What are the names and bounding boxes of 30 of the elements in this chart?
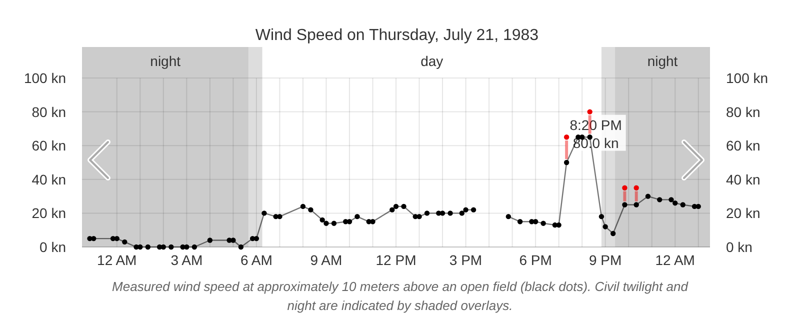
- y2-tick-label: 60 kn: [726, 138, 760, 154]
- x-tick-label: 12 AM: [655, 252, 695, 268]
- y-tick-label: 40 kn: [32, 171, 66, 188]
- text: day: [420, 53, 444, 69]
- x-tick-label: 3 PM: [449, 252, 482, 268]
- x-tick-label: 6 PM: [519, 252, 552, 268]
- point: [587, 109, 592, 114]
- x-tick-label: 12 AM: [97, 252, 137, 268]
- x-tick-label: 6 AM: [240, 252, 272, 268]
- text: Measured wind speed at approximately 10 meters above an open field (black dots). Civil twilight and night are indicated by shaded overlays.: [112, 279, 689, 313]
- y2-tick-label: 40 kn: [726, 171, 760, 188]
- y-tick-label: 100 kn: [24, 70, 66, 86]
- x-tick-label: 3 AM: [170, 252, 203, 268]
- band-label: night: [647, 53, 678, 69]
- point: [634, 185, 639, 190]
- point: [564, 134, 570, 140]
- y-tick-label: 80 kn: [32, 104, 66, 120]
- x-tick-label: 9 AM: [310, 252, 342, 268]
- point: [622, 185, 628, 190]
- x-tick-label: 12 PM: [376, 252, 416, 268]
- band-label: night: [150, 53, 181, 69]
- y2-tick-label: 0 kn: [726, 239, 752, 255]
- y-tick-label: 20 kn: [32, 205, 66, 222]
- y-tick-label: 0 kn: [40, 239, 66, 255]
- y2-tick-label: 80 kn: [726, 104, 760, 120]
- chart-title: Wind Speed on Thursday, July 21, 1983: [255, 27, 539, 44]
- y-tick-label: 60 kn: [32, 138, 66, 154]
- x-tick-label: 9 PM: [588, 252, 622, 268]
- y2-tick-label: 100 kn: [726, 70, 768, 86]
- y2-tick-label: 20 kn: [726, 205, 760, 222]
